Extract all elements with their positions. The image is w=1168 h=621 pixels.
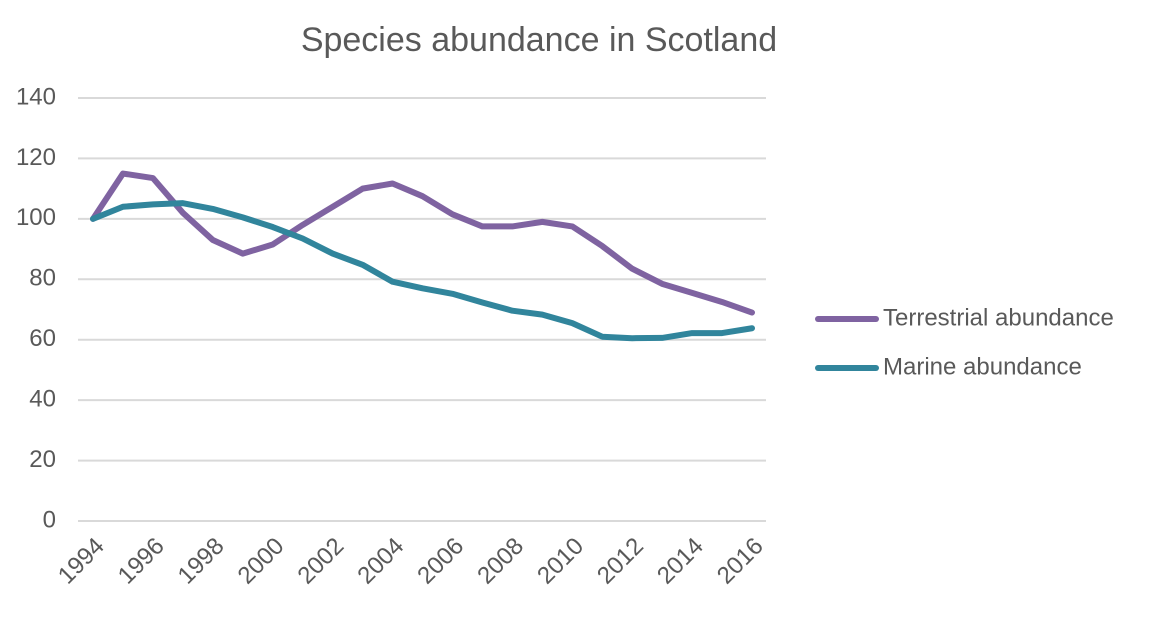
y-tick-label: 60 (29, 325, 56, 352)
y-tick-label: 80 (29, 265, 56, 292)
x-tick-label: 2010 (532, 533, 589, 590)
legend-label: Terrestrial abundance (883, 304, 1114, 331)
x-tick-label: 2006 (412, 533, 469, 590)
y-tick-label: 40 (29, 385, 56, 412)
x-tick-label: 2002 (293, 533, 350, 590)
x-tick-label: 2014 (652, 533, 709, 590)
line (90, 200, 755, 342)
x-tick-label: 2012 (592, 533, 649, 590)
line (90, 170, 755, 316)
x-tick-label: 1996 (113, 533, 170, 590)
y-tick-label: 100 (16, 204, 56, 231)
legend-label: Marine abundance (883, 353, 1082, 380)
x-tick-label: 2004 (352, 533, 409, 590)
x-tick-label: 1998 (173, 533, 230, 590)
y-tick-label: 20 (29, 446, 56, 473)
x-tick-label: 2000 (233, 533, 290, 590)
x-tick-label: 1994 (53, 533, 110, 590)
x-tick-label: 2016 (712, 533, 769, 590)
x-tick-label: 2008 (472, 533, 529, 590)
y-tick-label: 120 (16, 144, 56, 171)
y-tick-label: 140 (16, 83, 56, 110)
y-tick-label: 0 (43, 506, 56, 533)
chart-title: Species abundance in Scotland (301, 21, 777, 59)
